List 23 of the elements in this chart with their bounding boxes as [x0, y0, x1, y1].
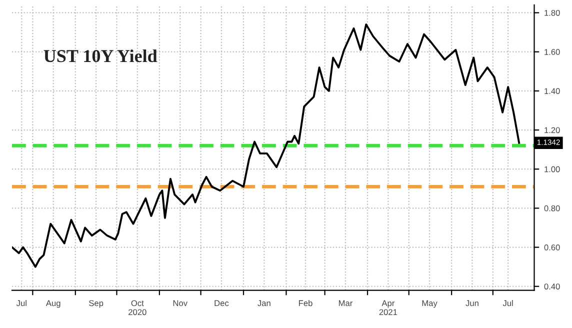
x-tick-label: Jul: [16, 300, 26, 306]
y-tick-label: 1.20: [544, 127, 560, 134]
x-tick-label: Jul: [502, 300, 513, 306]
line-series: [12, 23, 520, 268]
y-tick-label: 1.40: [544, 88, 560, 94]
x-tick-label: Oct 2020: [128, 300, 146, 316]
x-tick-label: Jan: [258, 300, 270, 306]
x-tick-label: Sep: [89, 300, 104, 308]
x-tick-label: Mar: [338, 300, 353, 306]
y-tick-label: 1.00: [544, 166, 560, 172]
x-tick-label: May: [422, 300, 438, 308]
y-tick-label: 0.40: [544, 284, 560, 290]
x-tick-label: Nov: [173, 300, 188, 306]
x-tick-label: Aug: [46, 300, 60, 308]
y-tick-label: 1.60: [544, 49, 560, 55]
x-tick-label: Dec: [214, 300, 229, 306]
x-tick-label: Feb: [299, 300, 312, 306]
x-tick-label: Jun: [466, 300, 478, 306]
y-tick-label: 0.60: [544, 244, 560, 250]
y-tick-label: 1.80: [544, 10, 560, 16]
text: UST 10Y Yield: [44, 49, 158, 62]
x-tick-label: Apr 2021: [379, 300, 398, 316]
y-tick-label: 0.80: [544, 205, 560, 212]
